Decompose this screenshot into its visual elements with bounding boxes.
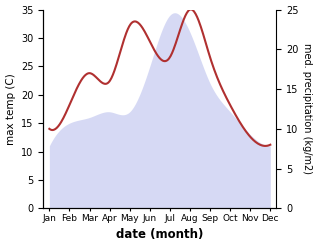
- Y-axis label: med. precipitation (kg/m2): med. precipitation (kg/m2): [302, 43, 313, 174]
- Y-axis label: max temp (C): max temp (C): [5, 73, 16, 145]
- X-axis label: date (month): date (month): [116, 228, 204, 242]
